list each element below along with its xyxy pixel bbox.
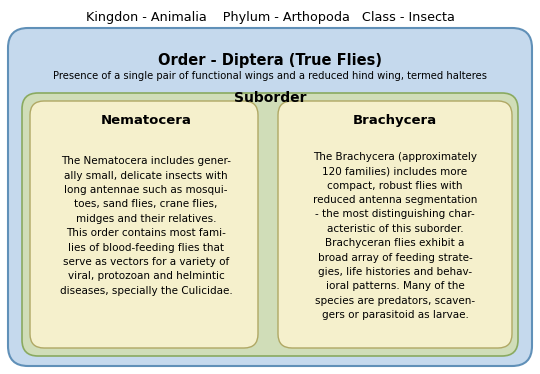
Text: Nematocera: Nematocera: [100, 113, 192, 126]
Text: The Nematocera includes gener-
ally small, delicate insects with
long antennae s: The Nematocera includes gener- ally smal…: [59, 156, 232, 296]
Text: Presence of a single pair of functional wings and a reduced hind wing, termed ha: Presence of a single pair of functional …: [53, 71, 487, 81]
Text: Order - Diptera (True Flies): Order - Diptera (True Flies): [158, 52, 382, 67]
Text: Kingdon - Animalia    Phylum - Arthopoda   Class - Insecta: Kingdon - Animalia Phylum - Arthopoda Cl…: [85, 10, 455, 24]
Text: Brachycera: Brachycera: [353, 113, 437, 126]
Text: The Brachycera (approximately
120 families) includes more
compact, robust flies : The Brachycera (approximately 120 famili…: [313, 152, 477, 320]
FancyBboxPatch shape: [278, 101, 512, 348]
FancyBboxPatch shape: [22, 93, 518, 356]
FancyBboxPatch shape: [30, 101, 258, 348]
FancyBboxPatch shape: [8, 28, 532, 366]
Text: Suborder: Suborder: [234, 91, 306, 105]
